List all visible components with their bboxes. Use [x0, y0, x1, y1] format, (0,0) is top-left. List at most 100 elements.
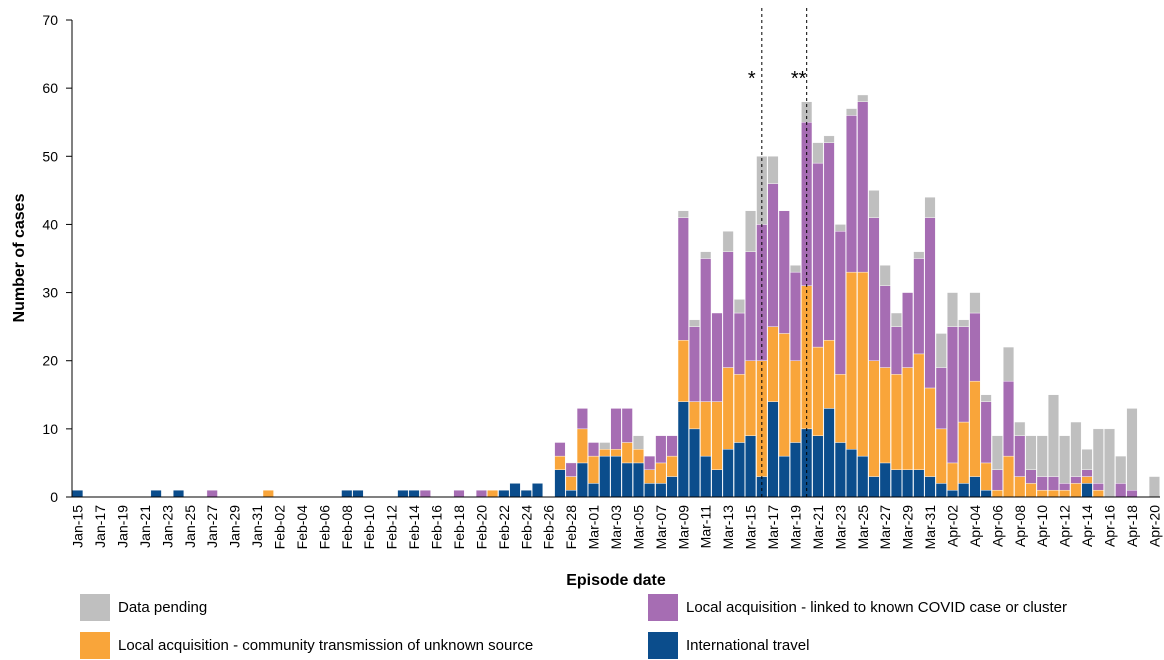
x-tick-label: Mar-15: [743, 505, 759, 550]
bar-segment: [767, 401, 779, 498]
y-tick-label: 60: [42, 80, 58, 96]
bar-segment: [722, 449, 734, 498]
x-tick-label: Jan-21: [137, 505, 153, 548]
legend-label: Data pending: [118, 599, 207, 616]
x-tick-label: Feb-18: [451, 505, 467, 550]
bar-segment: [935, 428, 947, 484]
x-tick-label: Jan-27: [204, 505, 220, 548]
bar-segment: [599, 455, 611, 498]
bar-segment: [879, 367, 891, 464]
bar-segment: [902, 469, 914, 498]
bar-segment: [733, 442, 745, 498]
bar-segment: [1070, 483, 1082, 498]
bar-segment: [789, 271, 801, 361]
bar-segment: [846, 271, 858, 450]
bar-segment: [812, 142, 824, 164]
bar-segment: [1059, 489, 1071, 498]
bar-segment: [969, 312, 981, 382]
bar-segment: [733, 374, 745, 443]
legend-label: Local acquisition - linked to known COVI…: [686, 599, 1067, 616]
x-tick-label: Jan-25: [182, 505, 198, 548]
bar-segment: [980, 401, 992, 464]
bar-segment: [565, 476, 577, 491]
bar-segment: [677, 210, 689, 218]
x-tick-label: Apr-08: [1012, 505, 1028, 547]
x-tick-label: Feb-12: [384, 505, 400, 550]
bar-segment: [621, 462, 633, 498]
bar-segment: [913, 258, 925, 355]
bar-segment: [969, 292, 981, 314]
bar-segment: [632, 449, 644, 464]
bar-segment: [666, 476, 678, 498]
bar-segment: [1081, 476, 1093, 484]
bar-segment: [1047, 476, 1059, 491]
bar-segment: [1003, 455, 1015, 498]
x-tick-label: Jan-23: [159, 505, 175, 548]
bar-segment: [767, 156, 779, 184]
bar-segment: [913, 353, 925, 470]
bar-segment: [520, 489, 532, 498]
bar-segment: [72, 489, 84, 498]
bar-segment: [857, 271, 869, 457]
bar-segment: [890, 312, 902, 327]
x-tick-label: Mar-25: [855, 505, 871, 550]
y-tick-label: 40: [42, 216, 58, 232]
bar-segment: [610, 408, 622, 450]
bar-segment: [576, 462, 588, 498]
bar-segment: [846, 449, 858, 498]
x-tick-label: Apr-06: [989, 505, 1005, 547]
bar-segment: [857, 94, 869, 102]
legend-swatch: [648, 594, 678, 621]
y-tick-label: 0: [50, 489, 58, 505]
bar-segment: [711, 312, 723, 402]
x-tick-label: Mar-19: [787, 505, 803, 550]
bar-segment: [879, 265, 891, 286]
y-tick-label: 10: [42, 421, 58, 437]
bar-segment: [991, 489, 1003, 498]
x-tick-label: Apr-10: [1034, 505, 1050, 547]
legend-label: International travel: [686, 637, 809, 654]
x-tick-label: Jan-19: [114, 505, 130, 548]
bar-segment: [745, 435, 757, 498]
x-tick-label: Feb-16: [429, 505, 445, 550]
bar-segment: [1081, 469, 1093, 477]
bar-segment: [1025, 483, 1037, 498]
bar-segment: [700, 401, 712, 457]
bar-segment: [1025, 469, 1037, 484]
bar-segment: [722, 251, 734, 368]
bar-segment: [947, 489, 958, 498]
bar-segment: [756, 476, 768, 498]
x-tick-label: Mar-09: [675, 505, 691, 550]
bar-segment: [655, 435, 667, 464]
bar-segment: [1104, 428, 1115, 498]
bar-segment: [980, 489, 992, 498]
legend-label: Local acquisition - community transmissi…: [118, 637, 533, 654]
bar-segment: [610, 449, 622, 457]
x-tick-label: Apr-20: [1146, 505, 1162, 547]
bar-segment: [408, 489, 420, 498]
bar-segment: [823, 408, 835, 498]
x-tick-label: Apr-16: [1102, 505, 1118, 547]
bar-segment: [1014, 421, 1026, 436]
bar-segment: [1047, 394, 1059, 477]
bar-segment: [846, 115, 858, 273]
bar-segment: [677, 340, 689, 402]
bar-segment: [341, 489, 353, 498]
bar-segment: [834, 442, 846, 498]
bar-segment: [812, 162, 824, 348]
bar-segment: [150, 489, 162, 498]
x-tick-label: Feb-20: [473, 505, 489, 550]
bar-segment: [1070, 421, 1082, 477]
bar-segment: [991, 469, 1003, 491]
bar-segment: [621, 408, 633, 443]
x-tick-label: Mar-05: [630, 505, 646, 550]
annotation: *: [748, 68, 756, 90]
bar-segment: [453, 489, 465, 498]
bar-segment: [700, 251, 712, 259]
bar-segment: [767, 183, 779, 327]
bar-segment: [576, 428, 588, 464]
x-tick-label: Feb-10: [361, 505, 377, 550]
bar-segment: [554, 442, 566, 457]
bar-segment: [644, 483, 656, 498]
bar-segment: [655, 483, 667, 498]
